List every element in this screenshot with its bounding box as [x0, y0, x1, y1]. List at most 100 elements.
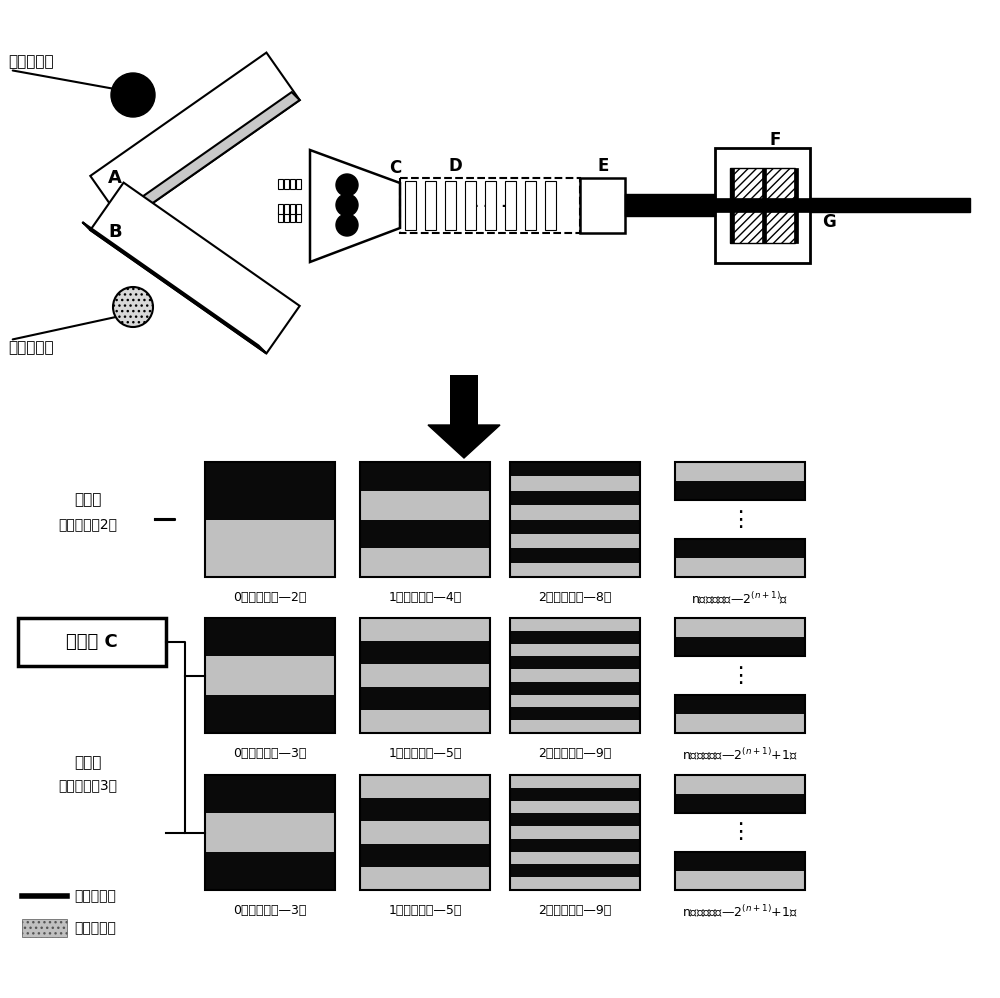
- Bar: [675, 539, 805, 558]
- Text: 1个层倍增器—4层: 1个层倍增器—4层: [388, 591, 462, 604]
- Bar: [360, 867, 490, 890]
- Bar: [730, 168, 795, 243]
- Text: B: B: [108, 223, 122, 241]
- Bar: [715, 148, 810, 263]
- Bar: [284, 179, 289, 189]
- Bar: [510, 548, 640, 563]
- Bar: [510, 708, 640, 721]
- Text: · · · · · ·: · · · · · ·: [465, 200, 515, 213]
- Polygon shape: [310, 150, 400, 262]
- Bar: [580, 178, 625, 233]
- Bar: [360, 687, 490, 710]
- Text: E: E: [597, 157, 609, 175]
- Text: 三流道: 三流道: [74, 755, 102, 770]
- Text: ⋮: ⋮: [729, 510, 751, 530]
- Bar: [205, 462, 335, 577]
- Text: 1个层倍增器—5层: 1个层倍增器—5层: [388, 747, 462, 760]
- Bar: [510, 775, 640, 787]
- Bar: [360, 775, 490, 798]
- Bar: [675, 618, 805, 656]
- Bar: [794, 168, 798, 243]
- Text: 2个层倍增器—8层: 2个层倍增器—8层: [538, 591, 612, 604]
- Bar: [205, 813, 335, 851]
- Bar: [510, 534, 640, 548]
- Text: 初始结构为2层: 初始结构为2层: [58, 517, 118, 531]
- Bar: [525, 181, 536, 230]
- Circle shape: [336, 214, 358, 236]
- Bar: [510, 657, 640, 669]
- Bar: [510, 787, 640, 800]
- Bar: [510, 826, 640, 839]
- Bar: [510, 644, 640, 657]
- Bar: [510, 520, 640, 534]
- Bar: [405, 181, 416, 230]
- Bar: [810, 198, 970, 212]
- Text: ⋮: ⋮: [729, 666, 751, 686]
- Bar: [205, 695, 335, 733]
- Text: 1个层倍增器—5层: 1个层倍增器—5层: [388, 904, 462, 917]
- Polygon shape: [90, 53, 300, 224]
- Bar: [284, 212, 289, 222]
- Bar: [290, 179, 295, 189]
- Bar: [205, 462, 335, 520]
- Bar: [510, 682, 640, 695]
- Bar: [360, 462, 490, 491]
- Bar: [510, 864, 640, 877]
- Bar: [360, 821, 490, 844]
- Bar: [360, 491, 490, 520]
- Bar: [465, 181, 476, 230]
- Bar: [510, 800, 640, 813]
- Bar: [510, 813, 640, 826]
- Bar: [360, 462, 490, 577]
- Bar: [510, 775, 640, 890]
- Bar: [18, 618, 166, 666]
- Bar: [675, 714, 805, 733]
- Bar: [360, 775, 490, 890]
- Bar: [205, 775, 335, 890]
- Bar: [510, 877, 640, 890]
- Bar: [510, 839, 640, 851]
- Bar: [205, 775, 335, 813]
- Text: n个层倍增器—2$^{(n+1)}$层: n个层倍增器—2$^{(n+1)}$层: [691, 591, 789, 607]
- Bar: [675, 695, 805, 714]
- Bar: [675, 871, 805, 890]
- Bar: [675, 481, 805, 500]
- Bar: [360, 664, 490, 687]
- Bar: [675, 852, 805, 871]
- Text: 复合功能层: 复合功能层: [74, 921, 116, 935]
- Bar: [296, 179, 301, 189]
- Text: 导电功能层: 导电功能层: [74, 889, 116, 903]
- Bar: [545, 181, 556, 230]
- Bar: [360, 710, 490, 733]
- Text: D: D: [448, 157, 462, 175]
- Text: 2个层倍增器—9层: 2个层倍增器—9层: [538, 904, 612, 917]
- Bar: [510, 695, 640, 708]
- Bar: [205, 618, 335, 733]
- Text: G: G: [822, 213, 836, 231]
- Bar: [400, 178, 580, 233]
- Bar: [510, 618, 640, 631]
- Bar: [510, 476, 640, 491]
- Bar: [730, 168, 734, 243]
- Bar: [715, 198, 810, 212]
- Text: A: A: [108, 169, 122, 187]
- Bar: [675, 794, 805, 813]
- Polygon shape: [116, 92, 300, 224]
- Bar: [22, 919, 67, 937]
- Text: 0个层倍增器—2层: 0个层倍增器—2层: [233, 591, 307, 604]
- Bar: [205, 657, 335, 695]
- Bar: [296, 204, 301, 214]
- Bar: [284, 204, 289, 214]
- Bar: [425, 181, 436, 230]
- Text: 初始结构为3层: 初始结构为3层: [58, 778, 118, 792]
- Bar: [510, 851, 640, 864]
- Bar: [675, 618, 805, 637]
- Text: n个层倍增器—2$^{(n+1)}$+1层: n个层倍增器—2$^{(n+1)}$+1层: [682, 904, 798, 920]
- Bar: [675, 462, 805, 500]
- Text: ⋮: ⋮: [729, 822, 751, 842]
- Bar: [360, 844, 490, 867]
- Bar: [675, 637, 805, 656]
- Bar: [675, 462, 805, 481]
- Bar: [510, 505, 640, 520]
- Bar: [510, 563, 640, 577]
